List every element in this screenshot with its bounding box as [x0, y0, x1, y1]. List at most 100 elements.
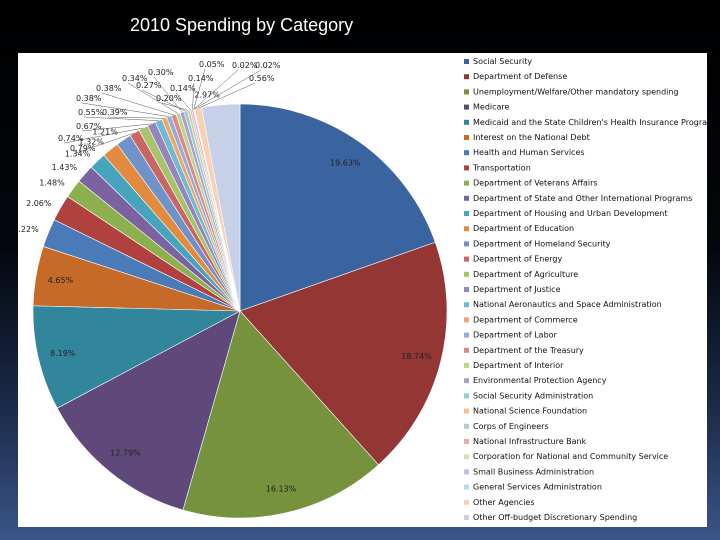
pie-slice: [32, 305, 242, 409]
legend-entry-label: Other Off-budget Discretionary Spending: [473, 513, 637, 522]
pie-slice-value-label: 1.34%: [65, 150, 91, 159]
legend-swatch: [464, 226, 469, 232]
pie-slice-value-label: 1.32%: [78, 138, 104, 147]
legend-swatch: [464, 256, 469, 262]
pie-slice-value-label: 2.22%: [18, 225, 39, 234]
chart-legend: Social Security Department of Defense Unem…: [464, 57, 707, 522]
legend-swatch: [464, 347, 469, 353]
pie-slice-value-label: 16.13%: [266, 485, 297, 494]
leader-line: [193, 69, 239, 110]
pie-slice-value-label: 0.20%: [156, 94, 182, 103]
legend-swatch: [464, 515, 469, 520]
pie-slice: [239, 241, 448, 466]
pie-slice: [201, 103, 241, 312]
legend-swatch: [464, 302, 469, 308]
legend-entry-label: Transportation: [472, 163, 531, 172]
pie-slice-value-label: 12.79%: [110, 449, 141, 458]
legend-entry-label: Department of Interior: [473, 361, 564, 370]
pie-slice-value-label: 18.74%: [401, 352, 432, 361]
leader-line: [153, 76, 183, 113]
legend-swatch: [464, 165, 469, 171]
slice-value-labels: 19.63% 18.74% 16.13% 12.79% 8.19% 4.65% 2.22% 2…: [18, 60, 432, 494]
leader-line: [127, 82, 179, 114]
legend-entry-label: Social Security Administration: [473, 391, 593, 400]
pie-slice-value-label: 0.34%: [122, 74, 148, 83]
pie-slice-value-label: 0.39%: [102, 108, 128, 117]
legend-swatch: [464, 211, 469, 216]
leader-line: [81, 102, 170, 117]
legend-swatch: [464, 332, 469, 338]
legend-entry-label: Unemployment/Welfare/Other mandatory spe…: [473, 87, 679, 96]
pie-slice-value-label: 0.27%: [136, 81, 162, 90]
legend-swatch: [464, 241, 469, 247]
legend-entry-label: National Science Foundation: [473, 407, 587, 416]
legend-entry-label: Department of Energy: [473, 255, 562, 264]
legend-swatch: [464, 363, 469, 368]
legend-swatch: [464, 393, 469, 399]
legend-swatch: [464, 135, 469, 140]
legend-entry-label: General Services Administration: [473, 483, 602, 492]
legend-entry-label: Department of Veterans Affairs: [473, 179, 598, 188]
pie-slice-value-label: 0.67%: [76, 122, 102, 131]
pie-chart: 19.63% 18.74% 16.13% 12.79% 8.19% 4.65% 2.22% 2…: [18, 57, 707, 522]
legend-entry-label: Corps of Engineers: [473, 422, 549, 431]
pie-slice-value-label: 2.97%: [194, 91, 220, 100]
pie-slice-value-label: 19.63%: [330, 158, 361, 167]
legend-entry-label: Department of Justice: [473, 285, 561, 294]
legend-swatch: [464, 469, 469, 475]
leader-line: [194, 69, 262, 110]
leader-lines: [63, 68, 262, 154]
pie-slice-value-label: 0.05%: [199, 60, 225, 69]
leader-line: [101, 92, 174, 116]
legend-swatch: [464, 271, 469, 277]
leader-line: [161, 102, 189, 111]
legend-entry-label: Medicaid and the State Children's Health…: [473, 118, 707, 127]
legend-entry-label: Department of Agriculture: [473, 270, 578, 279]
legend-entry-label: National Infrastructure Bank: [473, 437, 587, 446]
legend-entry-label: Medicare: [473, 103, 510, 112]
legend-swatch: [464, 423, 469, 429]
legend-swatch: [464, 180, 469, 186]
pie-slice-value-label: 8.19%: [50, 349, 76, 358]
legend-swatch: [464, 195, 469, 201]
leader-line: [192, 82, 195, 110]
pie-slice-value-label: 0.02%: [232, 61, 258, 70]
pie-slice-value-label: 0.14%: [188, 74, 214, 83]
leader-line: [175, 92, 191, 111]
pie-slice-value-label: 1.43%: [52, 163, 78, 172]
pie-slice-value-label: 0.38%: [76, 94, 102, 103]
legend-entry-label: Other Agencies: [473, 498, 535, 507]
leader-line: [107, 116, 165, 119]
pie-slice-value-label: 2.06%: [26, 199, 52, 208]
legend-entry-label: Health and Human Services: [473, 148, 585, 157]
leader-line: [81, 123, 152, 132]
legend-entry-label: Social Security: [473, 57, 532, 66]
legend-entry-label: National Aeronautics and Space Administr…: [473, 300, 662, 309]
leader-line: [83, 116, 159, 121]
pie-slice-value-label: 0.74%: [58, 134, 84, 143]
pie-slice-value-label: 1.21%: [92, 127, 118, 136]
legend-entry-label: Department of Homeland Security: [473, 239, 611, 248]
leader-line: [197, 82, 256, 109]
legend-entry-label: Department of State and Other Internatio…: [473, 194, 692, 203]
chart-panel: 19.63% 18.74% 16.13% 12.79% 8.19% 4.65% 2.22% 2…: [18, 53, 707, 527]
legend-swatch: [464, 89, 469, 95]
pie-slice-value-label: 0.02%: [255, 61, 281, 70]
legend-swatch: [464, 378, 469, 384]
legend-swatch: [464, 439, 469, 444]
legend-entry-label: Corporation for National and Community S…: [473, 452, 668, 461]
legend-entry-label: Department of Labor: [473, 331, 558, 340]
pie-slice-value-label: 1.48%: [39, 179, 65, 188]
pie-slice-value-label: 0.14%: [170, 84, 196, 93]
pie-slice-value-label: 0.79%: [70, 144, 96, 153]
legend-swatch: [464, 317, 469, 323]
legend-swatch: [464, 454, 469, 460]
leader-line: [193, 68, 206, 110]
legend-entry-label: Interest on the National Debt: [473, 133, 590, 142]
legend-entry-label: Department of Commerce: [473, 315, 578, 324]
legend-swatch: [464, 119, 469, 125]
legend-swatch: [464, 287, 469, 292]
pie-slice: [182, 310, 379, 519]
slide-title: 2010 Spending by Category: [130, 15, 354, 35]
legend-swatch: [464, 408, 469, 414]
